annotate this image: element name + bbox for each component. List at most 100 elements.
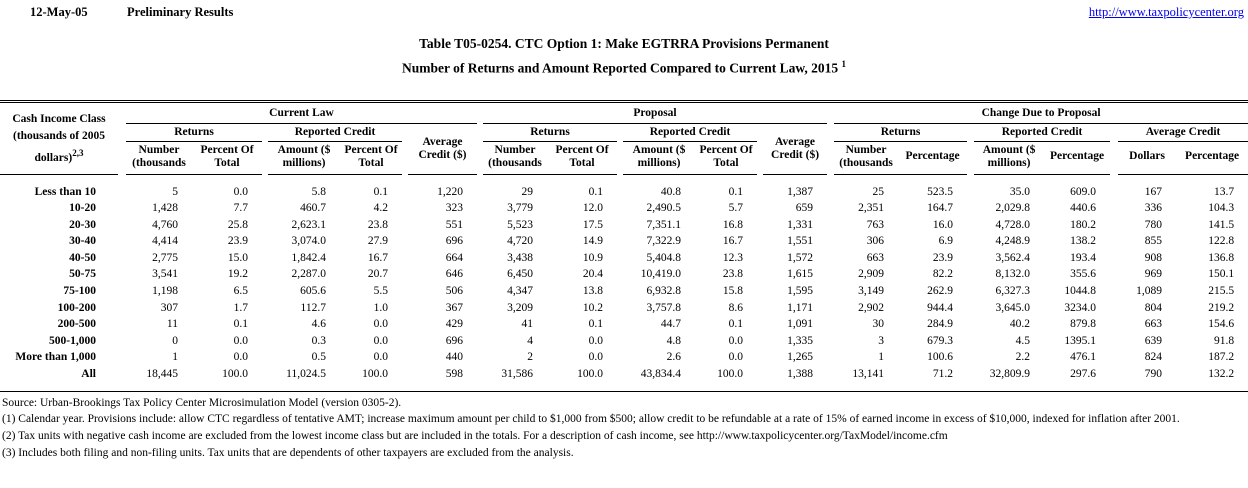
cell: 679.3 (927, 334, 954, 347)
cell: 6.9 (938, 235, 954, 248)
cell: 1,091 (787, 318, 814, 331)
cell: 25 (872, 185, 885, 198)
cell: 11 (166, 318, 178, 331)
cell: 2.6 (666, 351, 681, 364)
title-line-2: Number of Returns and Amount Reported Co… (401, 59, 846, 76)
cell: 855 (1144, 235, 1163, 248)
cell: 4.6 (311, 318, 326, 331)
cell: 4,414 (152, 235, 178, 248)
cell: 6.5 (233, 285, 248, 298)
cell: 13.8 (582, 285, 603, 298)
spacer (967, 175, 974, 201)
cell: 100.0 (222, 368, 248, 381)
cell: 15.8 (722, 285, 743, 298)
spacer (118, 316, 126, 333)
preliminary-results-label: Preliminary Results (127, 5, 234, 19)
cell: 4.2 (373, 202, 388, 215)
cell: 15.0 (227, 251, 248, 264)
cell: 598 (445, 368, 463, 381)
spacer (118, 250, 126, 267)
table-row: All 18,445 100.0 11,024.5 100.0 598 31,586 100.… (0, 366, 1248, 391)
cell: 1044.8 (1064, 285, 1097, 298)
cell: 1395.1 (1064, 334, 1097, 347)
cell: 0.0 (373, 318, 388, 331)
cell: 646 (445, 268, 463, 281)
report-date: 12-May-05 (30, 5, 88, 19)
row-label: 75-100 (63, 285, 96, 298)
cell: 3,757.8 (646, 301, 682, 314)
cell: 944.4 (927, 301, 954, 314)
row-label: 20-30 (69, 218, 96, 231)
cell: 306 (866, 235, 885, 248)
cell: 6,932.8 (646, 285, 682, 298)
spacer (827, 283, 834, 300)
spacer (1110, 250, 1118, 267)
cell: 7,322.9 (646, 235, 682, 248)
chg-returns-percentage-header: Percentage (898, 142, 968, 175)
cell: 100.0 (362, 368, 388, 381)
cell: 3,779 (507, 202, 533, 215)
ctc-results-table: Cash Income Class (thousands of 2005 dol… (0, 99, 1248, 392)
table-row: 75-100 1,198 6.5 605.6 5.5 506 4,347 13.8 6,932.… (0, 283, 1248, 300)
cell: 3,438 (507, 251, 533, 264)
taxpolicycenter-link[interactable]: http://www.taxpolicycenter.org (1088, 5, 1244, 19)
cell: 523.5 (927, 185, 954, 198)
spacer (1110, 233, 1118, 250)
row-label: 500-1,000 (49, 334, 96, 347)
spacer (1110, 217, 1118, 234)
chg-average-credit-header: Average Credit (1118, 124, 1248, 142)
cell: 71.2 (932, 368, 954, 381)
chg-number-header: Number (thousands (834, 142, 899, 175)
cell: 639 (1144, 334, 1163, 347)
cell: 2,287.0 (291, 268, 327, 281)
table-row: More than 1,000 1 0.0 0.5 0.0 440 2 0.0 2.6 0.0 1,… (0, 349, 1248, 366)
cl-number-header: Number (thousands (126, 142, 192, 175)
footnote-3: (3) Includes both filing and non-filing … (2, 447, 574, 460)
spacer (827, 200, 834, 217)
cell: 0.0 (233, 334, 248, 347)
cell: 1,335 (787, 334, 814, 347)
cell: 4 (527, 334, 533, 347)
cl-reported-credit-header: Reported Credit (268, 124, 402, 142)
cell: 1,572 (787, 251, 814, 264)
cell: 4.8 (666, 334, 681, 347)
cell: 879.8 (1070, 318, 1097, 331)
spacer (1110, 366, 1118, 391)
cell: 0.0 (373, 351, 388, 364)
table-row: 30-40 4,414 23.9 3,074.0 27.9 696 4,720 14.9 7,3… (0, 233, 1248, 250)
spacer (1110, 200, 1118, 217)
cell: 0.0 (728, 334, 743, 347)
spacer (827, 349, 834, 366)
cell: 100.6 (927, 351, 954, 364)
table-body: Less than 10 5 0.0 5.8 0.1 1,220 29 0.1 40.8 0.1 1… (0, 175, 1248, 391)
spacer (118, 300, 126, 317)
cell: 2,623.1 (291, 218, 327, 231)
cell: 16.0 (932, 218, 954, 231)
group-current-law: Current Law (126, 103, 477, 124)
cell: 23.9 (932, 251, 954, 264)
cell: 20.7 (367, 268, 388, 281)
row-label: 100-200 (57, 301, 96, 314)
cell: 18,445 (146, 368, 178, 381)
spacer (827, 175, 834, 201)
cell: 35.0 (1009, 185, 1031, 198)
spacer (827, 333, 834, 350)
spacer (1110, 175, 1118, 201)
cell: 2,490.5 (646, 202, 682, 215)
cell: 0.1 (728, 318, 743, 331)
cell: 29 (521, 185, 534, 198)
cell: 429 (445, 318, 463, 331)
spacer (967, 366, 974, 391)
p-amount-header: Amount ($ millions) (623, 142, 695, 175)
spacer (118, 200, 126, 217)
cell: 0.3 (311, 334, 326, 347)
cell: 297.6 (1070, 368, 1097, 381)
cell: 0.0 (373, 334, 388, 347)
cell: 16.7 (722, 235, 743, 248)
cell: 23.8 (367, 218, 388, 231)
table-row: 20-30 4,760 25.8 2,623.1 23.8 551 5,523 17.5 7,3… (0, 217, 1248, 234)
row-label: 40-50 (69, 251, 96, 264)
cell: 440 (445, 351, 463, 364)
cell: 1 (172, 351, 178, 364)
cell: 219.2 (1208, 301, 1235, 314)
